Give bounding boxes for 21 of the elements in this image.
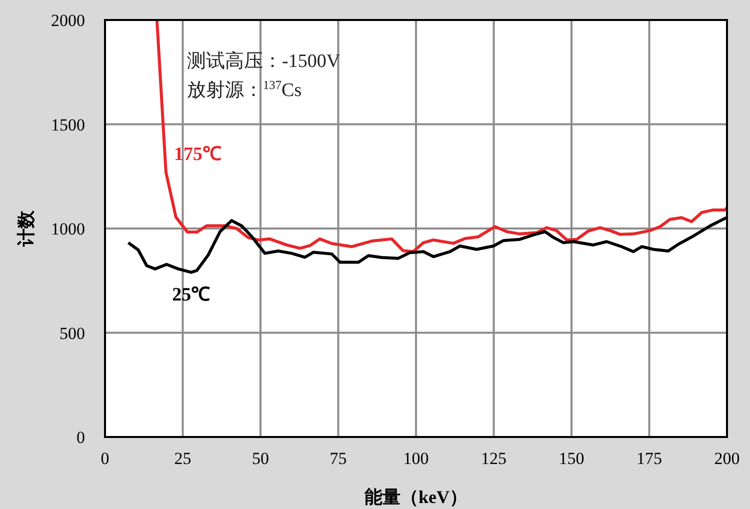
x-tick-label: 75 bbox=[330, 449, 347, 468]
x-tick-label: 50 bbox=[252, 449, 269, 468]
x-axis-title: 能量（keV） bbox=[364, 487, 468, 507]
x-tick-label: 0 bbox=[100, 449, 110, 468]
x-tick-label: 25 bbox=[174, 449, 192, 468]
series-label: 25℃ bbox=[172, 284, 210, 306]
y-tick-label: 500 bbox=[60, 324, 85, 343]
y-tick-label: 0 bbox=[76, 428, 85, 447]
x-tick-label: 125 bbox=[481, 449, 506, 468]
x-tick-label: 175 bbox=[636, 449, 662, 468]
annotation: 放射源：$^{137}$Cs bbox=[187, 78, 302, 101]
x-tick-label: 150 bbox=[558, 449, 584, 468]
annotation: 测试高压：-1500V bbox=[187, 50, 340, 72]
x-tick-label: 100 bbox=[403, 449, 429, 468]
y-tick-label: 1000 bbox=[51, 220, 85, 238]
y-tick-label: 2000 bbox=[51, 11, 85, 30]
x-tick-label: 200 bbox=[714, 449, 740, 468]
line-series bbox=[155, 20, 727, 254]
series-label: 175℃ bbox=[174, 144, 222, 166]
y-axis-title: 计数 bbox=[16, 210, 36, 248]
y-tick-label: 1500 bbox=[51, 115, 85, 134]
